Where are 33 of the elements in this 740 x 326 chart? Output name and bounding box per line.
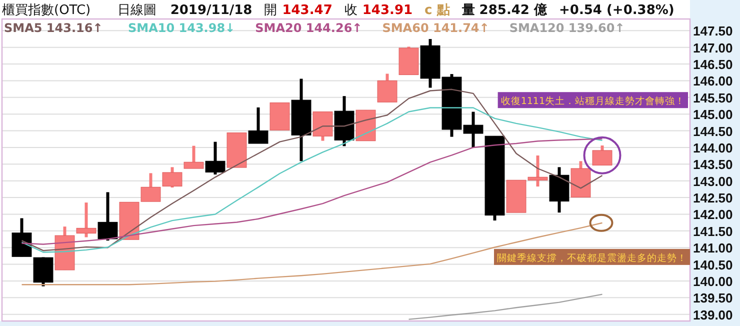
- chart-title: 櫃買指數(OTC): [2, 3, 91, 18]
- y-tick-label: 147.00: [693, 40, 733, 56]
- y-tick-label: 139.00: [693, 307, 733, 322]
- y-tick-label: 146.00: [693, 74, 733, 89]
- annotation: 關鍵季線支撐，不破都是震盪走多的走勢！: [497, 252, 687, 264]
- y-tick-label: 144.00: [693, 140, 733, 156]
- y-tick-label: 146.50: [693, 57, 733, 72]
- text: +0.54 (+0.38%): [559, 3, 674, 18]
- y-tick-label: 142.50: [693, 190, 733, 206]
- text: SMA20 144.26↑: [255, 21, 362, 35]
- text: 開 143.47: [264, 3, 332, 18]
- y-tick-label: 139.50: [693, 290, 733, 306]
- y-tick-label: 140.00: [693, 274, 733, 289]
- y-tick-label: 141.00: [693, 240, 733, 256]
- y-tick-label: 143.50: [693, 157, 733, 172]
- text: SMA10 143.98↓: [128, 21, 236, 35]
- y-tick-label: 147.50: [693, 24, 733, 39]
- y-tick-label: 142.00: [693, 207, 733, 222]
- y-tick-label: 141.50: [693, 224, 733, 239]
- text: 2019/11/18: [170, 3, 252, 18]
- text: SMA120 139.60↑: [509, 21, 625, 35]
- text: SMA60 141.74↑: [382, 21, 490, 35]
- text: 收 143.91: [344, 3, 413, 18]
- y-tick-label: 145.00: [693, 107, 733, 122]
- chart-subtitle: 日線圖: [117, 3, 156, 18]
- text: c 點: [424, 3, 450, 18]
- y-tick-label: 144.50: [693, 124, 733, 139]
- text: SMA5 143.16↑: [4, 21, 103, 35]
- annotation: 收復1111失土．站穩月線走勢才會轉強！: [500, 95, 685, 108]
- y-tick-label: 143.00: [693, 174, 733, 189]
- text: 量 285.42 億: [460, 2, 548, 18]
- y-tick-label: 145.50: [693, 90, 733, 106]
- y-tick-label: 140.50: [693, 257, 733, 272]
